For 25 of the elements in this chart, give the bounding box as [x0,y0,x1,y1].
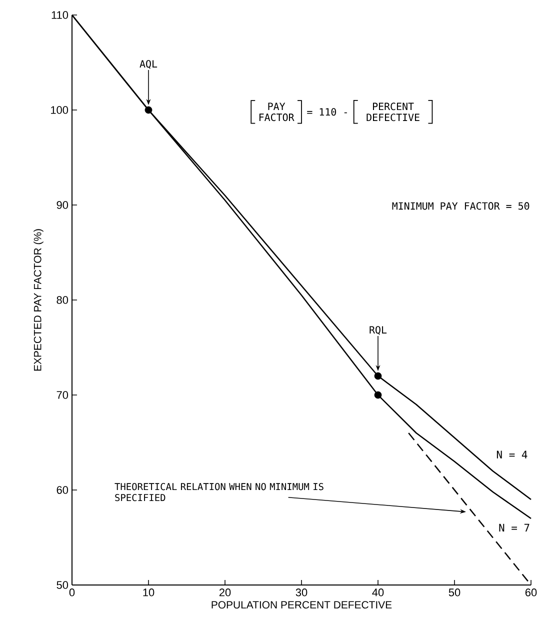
annotation: MINIMUM PAY FACTOR = 50 [392,202,530,210]
x-tick-label: 20 [219,588,231,596]
y-tick-label: 70 [56,391,68,399]
y-tick-label: 50 [56,581,68,589]
y-tick-label: 90 [56,201,68,209]
x-axis-title: POPULATION PERCENT DEFECTIVE [212,601,392,609]
x-tick-label: 60 [525,588,537,596]
annotation: PAY FACTOR [259,102,294,122]
series-label: N = 7 [499,524,530,532]
y-tick-label: 110 [52,11,68,19]
series-label: N = 4 [496,450,528,458]
annotation: = 110 - [307,108,347,116]
y-axis-title: EXPECTED PAY FACTOR (%) [34,229,44,371]
x-tick-label: 40 [372,588,384,596]
annotation: AQL [140,60,158,69]
annotation: PERCENT DEFECTIVE [366,102,420,122]
x-tick-label: 50 [448,588,460,596]
y-tick-label: 80 [56,296,68,304]
x-tick-label: 0 [69,588,75,596]
y-tick-label: 60 [56,486,68,494]
x-tick-label: 30 [296,588,308,596]
annotation: RQL [370,326,387,335]
x-tick-label: 10 [143,588,154,596]
text: THEORETICAL RELATION WHEN NO MINIMUM IS SPECIFIED [114,483,324,502]
y-tick-label: 100 [51,106,68,114]
